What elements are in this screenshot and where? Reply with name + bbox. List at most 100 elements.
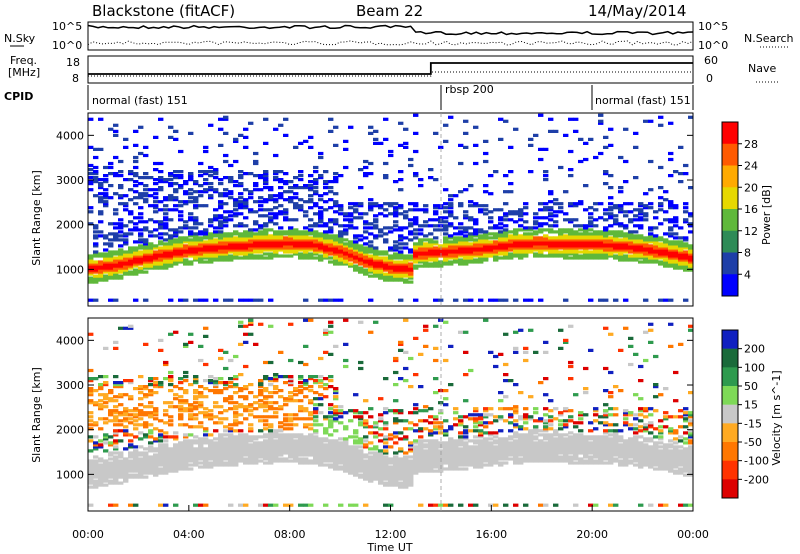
heatmap-cell [138,254,144,258]
heatmap-cell [568,220,574,224]
heatmap-cell [443,455,449,459]
heatmap-cell [523,242,529,246]
heatmap-cell [538,238,544,242]
heatmap-cell [623,202,629,206]
heatmap-cell [253,395,259,399]
heatmap-cell [233,232,239,236]
heatmap-cell [423,248,429,252]
heatmap-cell [158,439,164,443]
heatmap-cell [248,451,254,455]
heatmap-cell [168,242,174,246]
heatmap-cell [548,190,554,194]
heatmap-cell [438,461,444,465]
heatmap-cell [298,254,304,258]
heatmap-cell [98,385,104,389]
heatmap-cell [373,421,379,425]
heatmap-cell [313,451,319,455]
heatmap-cell [113,405,119,409]
heatmap-cell [158,180,164,184]
heatmap-cell [488,443,494,447]
heatmap-cell [263,198,269,202]
heatmap-cell [558,254,564,258]
heatmap-cell [473,461,479,465]
heatmap-cell [533,242,539,246]
heatmap-cell [398,475,404,479]
heatmap-cell [308,449,314,453]
heatmap-cell [413,149,419,154]
heatmap-cell [103,441,109,445]
heatmap-cell [263,186,269,190]
heatmap-cell [478,429,484,433]
heatmap-cell [243,244,249,248]
heatmap-cell [303,437,309,441]
heatmap-cell [208,461,214,465]
heatmap-cell [423,324,429,328]
heatmap-cell [198,246,204,250]
heatmap-cell [288,226,294,230]
heatmap-cell [543,244,549,248]
heatmap-cell [268,503,274,507]
heatmap-cell [153,254,159,258]
heatmap-cell [483,443,489,447]
heatmap-cell [203,246,209,250]
heatmap-cell [393,264,399,268]
heatmap-cell [613,298,619,302]
heatmap-cell [323,445,329,449]
heatmap-cell [198,411,204,415]
heatmap-cell [203,182,209,186]
heatmap-cell [493,354,499,359]
heatmap-cell [163,431,169,435]
heatmap-cell [383,449,389,453]
heatmap-cell [413,453,419,457]
heatmap-cell [183,252,189,256]
heatmap-cell [463,226,469,230]
heatmap-cell [358,168,364,172]
heatmap-cell [328,129,334,133]
heatmap-cell [393,483,399,487]
heatmap-cell [458,230,464,234]
heatmap-cell [153,383,159,387]
heatmap-cell [373,445,379,449]
heatmap-cell [203,437,209,441]
heatmap-cell [368,441,374,445]
heatmap-cell [593,240,599,244]
heatmap-cell [113,260,119,264]
heatmap-cell [628,236,634,240]
heatmap-cell [643,248,649,252]
heatmap-cell [538,224,544,228]
heatmap-cell [303,381,309,385]
heatmap-cell [128,473,134,477]
heatmap-cell [453,260,459,264]
heatmap-cell [338,232,344,236]
heatmap-cell [338,453,344,457]
heatmap-cell [183,240,189,244]
heatmap-cell [133,256,139,260]
heatmap-cell [153,196,159,200]
heatmap-cell [128,451,134,455]
heatmap-cell [173,260,179,264]
heatmap-cell [458,447,464,451]
heatmap-cell [93,443,99,447]
heatmap-cell [483,184,489,188]
heatmap-cell [283,403,289,407]
heatmap-cell [308,377,314,381]
heatmap-cell [378,433,384,437]
heatmap-cell [483,234,489,238]
heatmap-cell [298,256,304,260]
heatmap-cell [338,242,344,246]
heatmap-cell [203,240,209,244]
heatmap-cell [268,395,274,399]
heatmap-cell [278,236,284,240]
heatmap-cell [203,407,209,411]
heatmap-cell [428,449,434,453]
heatmap-cell [153,252,159,256]
heatmap-cell [428,264,434,268]
heatmap-cell [173,137,179,141]
heatmap-cell [88,481,94,485]
heatmap-cell [458,467,464,471]
heatmap-cell [258,230,264,234]
heatmap-cell [478,242,484,246]
heatmap-cell [233,236,239,240]
heatmap-cell [373,236,379,240]
heatmap-cell [303,248,309,252]
